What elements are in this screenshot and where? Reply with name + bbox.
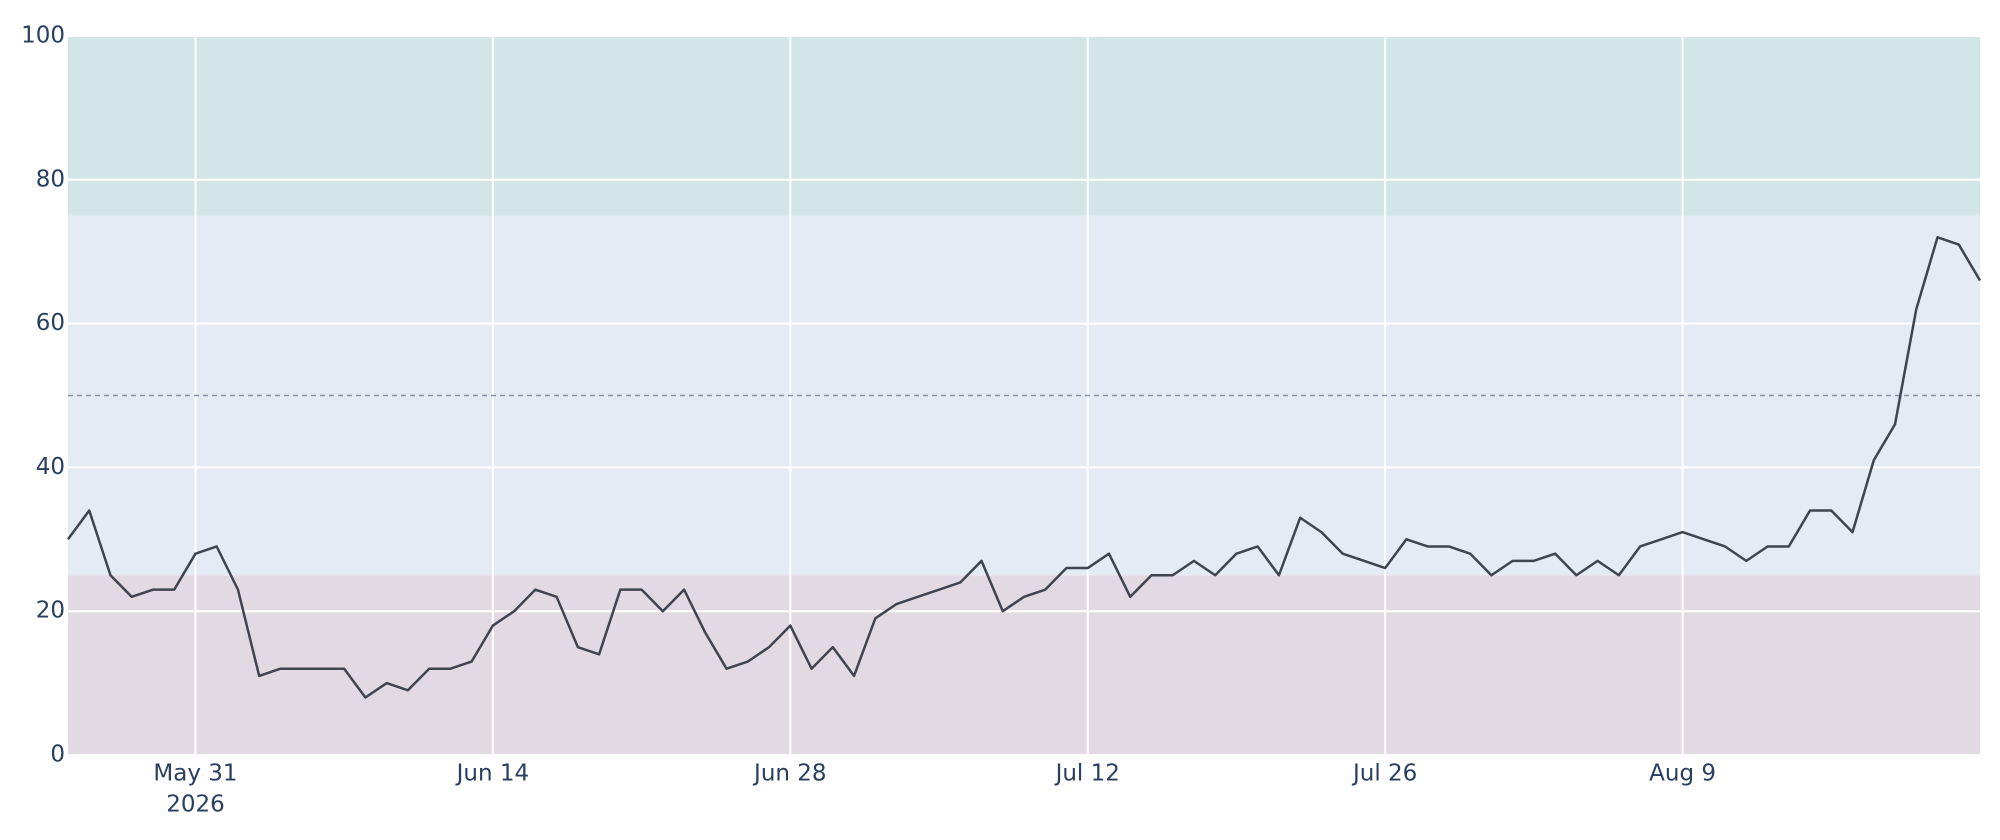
y-tick-label: 20 [36, 598, 65, 624]
x-tick-label: Jul 26 [1351, 761, 1417, 787]
y-tick-label: 80 [36, 166, 65, 192]
x-year-label: 2026 [166, 792, 225, 818]
x-tick-label: Jun 14 [455, 761, 530, 787]
y-tick-label: 100 [21, 23, 65, 49]
y-tick-label: 40 [36, 454, 65, 480]
line [66, 236, 1982, 699]
x-tick-label: Jul 12 [1054, 761, 1120, 787]
y-tick-label: 60 [36, 310, 65, 336]
x-tick-label: Jun 28 [752, 761, 827, 787]
y-tick-label: 0 [50, 742, 65, 768]
band [68, 575, 1980, 755]
x-tick-label: May 31 [153, 761, 237, 787]
x-tick-label: Aug 9 [1649, 761, 1716, 787]
band [68, 36, 1980, 216]
